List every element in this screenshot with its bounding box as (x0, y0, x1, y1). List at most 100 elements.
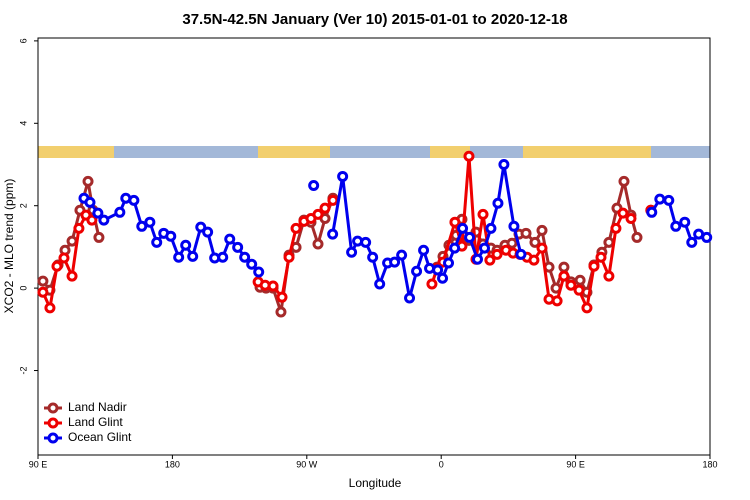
data-point (654, 193, 666, 205)
y-axis-label: XCO2 - MLO trend (ppm) (2, 179, 16, 314)
data-point (276, 291, 288, 303)
data-point (479, 242, 491, 254)
land-strip (430, 146, 470, 158)
data-point (477, 208, 489, 220)
data-point (114, 206, 126, 218)
data-point (144, 216, 156, 228)
data-point (151, 236, 163, 248)
data-point (312, 208, 324, 220)
data-point (93, 231, 105, 243)
data-point (253, 266, 265, 278)
data-point (581, 302, 593, 314)
data-point (337, 170, 349, 182)
data-point (646, 206, 658, 218)
data-point (187, 250, 199, 262)
data-point (82, 175, 94, 187)
data-point (275, 306, 287, 318)
x-axis-label: Longitude (349, 476, 402, 490)
data-point (165, 230, 177, 242)
data-point (617, 207, 629, 219)
data-point (529, 236, 541, 248)
data-point (491, 248, 503, 260)
data-point (610, 222, 622, 234)
data-point (224, 233, 236, 245)
data-point (308, 180, 320, 192)
data-point (663, 194, 675, 206)
data-point (701, 231, 713, 243)
data-point (449, 242, 461, 254)
data-point (136, 220, 148, 232)
data-point (327, 228, 339, 240)
data-point (631, 231, 643, 243)
legend-label: Ocean Glint (68, 430, 132, 444)
data-point (51, 260, 63, 272)
data-point (449, 216, 461, 228)
land-strip (258, 146, 330, 158)
data-point (239, 251, 251, 263)
data-point (506, 237, 518, 249)
data-point (217, 251, 229, 263)
data-point (173, 251, 185, 263)
data-point (471, 253, 483, 265)
data-point (98, 214, 110, 226)
data-point (686, 236, 698, 248)
data-point (443, 257, 455, 269)
legend-label: Land Glint (68, 415, 123, 429)
data-point (485, 222, 497, 234)
data-point (625, 212, 637, 224)
data-point (44, 302, 56, 314)
data-point (66, 235, 78, 247)
data-point (404, 292, 416, 304)
data-point (426, 278, 438, 290)
legend-label: Land Nadir (68, 400, 127, 414)
data-point (520, 227, 532, 239)
data-point (573, 284, 585, 296)
data-point (515, 248, 527, 260)
series (78, 159, 713, 304)
data-point (432, 264, 444, 276)
chart-title: 37.5N-42.5N January (Ver 10) 2015-01-01 … (182, 11, 567, 28)
data-point (180, 239, 192, 251)
y-tick-label: 6 (18, 38, 28, 43)
data-point (574, 274, 586, 286)
data-point (565, 279, 577, 291)
data-point (84, 196, 96, 208)
y-tick-label: -2 (18, 367, 28, 375)
data-point (508, 220, 520, 232)
data-point (588, 260, 600, 272)
data-point (327, 194, 339, 206)
x-tick-label: 90 W (296, 459, 318, 469)
x-tick-label: 180 (165, 459, 180, 469)
data-point (232, 241, 244, 253)
data-point (202, 226, 214, 238)
data-point (389, 256, 401, 268)
land-strip (38, 146, 114, 158)
data-point (73, 222, 85, 234)
data-point (558, 270, 570, 282)
data-point (290, 241, 302, 253)
data-point (603, 270, 615, 282)
data-point (128, 194, 140, 206)
data-point (464, 231, 476, 243)
data-point (290, 222, 302, 234)
data-point (618, 175, 630, 187)
x-tick-label: 90 E (29, 459, 48, 469)
y-tick-label: 2 (18, 203, 28, 208)
data-point (86, 214, 98, 226)
data-point (536, 224, 548, 236)
data-point (396, 249, 408, 261)
x-tick-label: 0 (439, 459, 444, 469)
land-strip (523, 146, 651, 158)
data-point (246, 258, 258, 270)
x-tick-label: 180 (702, 459, 717, 469)
data-point (312, 238, 324, 250)
data-point (37, 275, 49, 287)
y-tick-label: 0 (18, 286, 28, 291)
legend-marker (47, 402, 59, 414)
data-point (457, 222, 469, 234)
data-point (37, 286, 49, 298)
data-point (319, 202, 331, 214)
legend-marker (47, 417, 59, 429)
